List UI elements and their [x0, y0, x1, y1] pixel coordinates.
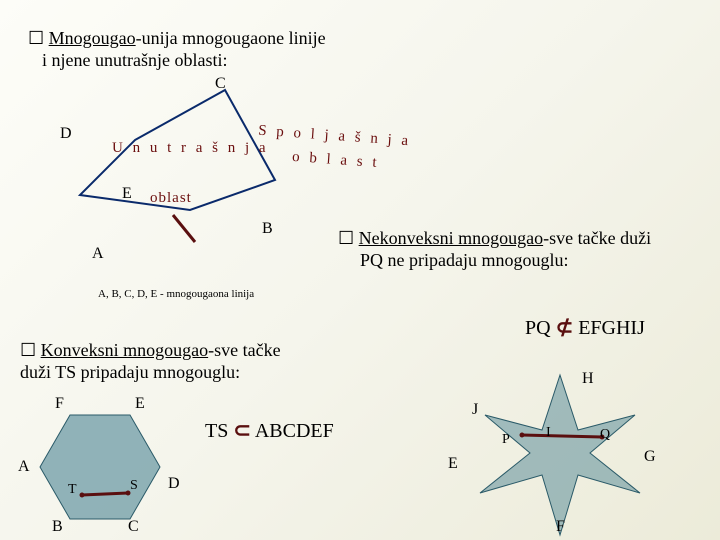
pentagon-caption: A, B, C, D, E - mnogougaona linija: [98, 288, 254, 300]
convex-line1: ☐ Konveksni mnogougao-sve tačke: [20, 340, 281, 361]
hex-label-S: S: [130, 478, 138, 494]
rel-left-rhs: ABCDEF: [255, 420, 334, 442]
star-label-I: I: [546, 425, 551, 441]
point-T: [80, 493, 85, 498]
nonconvex-line2: PQ ne pripadaju mnogouglu:: [360, 250, 568, 271]
rel-right-rhs: EFGHIJ: [578, 317, 645, 339]
star-shape: [480, 375, 640, 535]
star-label-Q: Q: [600, 427, 610, 443]
inner-region-label: U n u t r a š n j a: [112, 140, 269, 157]
subset-icon-notsubset: ⊄: [556, 316, 574, 339]
pentagon-diagram: [55, 80, 315, 260]
bullet: ☐: [28, 28, 49, 48]
star-pq-segment: [522, 435, 602, 437]
title-line1: ☐ Mnogougao-unija mnogougaone linije: [28, 28, 326, 49]
title-rest: -unija mnogougaone linije: [136, 28, 326, 48]
star-label-F: F: [556, 518, 565, 536]
convex-line2: duži TS pripadaju mnogouglu:: [20, 362, 240, 383]
star-label-J: J: [472, 401, 478, 419]
hexagon-diagram: [20, 385, 190, 540]
title-line2: i njene unutrašnje oblasti:: [42, 50, 227, 71]
relation-left: TS ⊂ ABCDEF: [205, 418, 334, 443]
bullet2: ☐: [338, 228, 359, 248]
relation-right: PQ ⊄ EFGHIJ: [525, 315, 645, 340]
rel-left-lhs: TS: [205, 420, 228, 442]
bullet3: ☐: [20, 340, 41, 360]
hex-label-D: D: [168, 475, 180, 493]
pent-label-D: D: [60, 125, 72, 143]
pent-label-C: C: [215, 75, 226, 93]
nonconvex-line1: ☐ Nekonveksni mnogougao-sve tačke duži: [338, 228, 651, 249]
star-label-G: G: [644, 448, 656, 466]
pent-label-E: E: [122, 185, 132, 203]
pentagon-inner-segment: [173, 215, 195, 242]
hex-label-F: F: [55, 395, 64, 413]
hex-label-B: B: [52, 518, 63, 536]
subset-icon: ⊂: [233, 419, 251, 442]
hex-label-C: C: [128, 518, 139, 536]
title-underline: Mnogougao: [49, 28, 136, 48]
hex-label-A: A: [18, 458, 30, 476]
hex-label-E: E: [135, 395, 145, 413]
pent-label-A: A: [92, 245, 104, 263]
point-P: [520, 433, 525, 438]
star-label-E: E: [448, 455, 458, 473]
star-diagram: [470, 375, 660, 540]
inner-region-label2: oblast: [150, 190, 192, 207]
hexagon-shape: [40, 415, 160, 519]
nonconvex-underline: Nekonveksni mnogougao: [359, 228, 543, 248]
star-label-H: H: [582, 370, 594, 388]
star-label-P: P: [502, 432, 510, 448]
hex-label-T: T: [68, 482, 77, 498]
convex-rest: -sve tačke: [208, 340, 280, 360]
pent-label-B: B: [262, 220, 273, 238]
rel-right-lhs: PQ: [525, 317, 551, 339]
nonconvex-rest: -sve tačke duži: [543, 228, 651, 248]
hexagon-ts-segment: [82, 493, 128, 495]
convex-underline: Konveksni mnogougao: [41, 340, 208, 360]
